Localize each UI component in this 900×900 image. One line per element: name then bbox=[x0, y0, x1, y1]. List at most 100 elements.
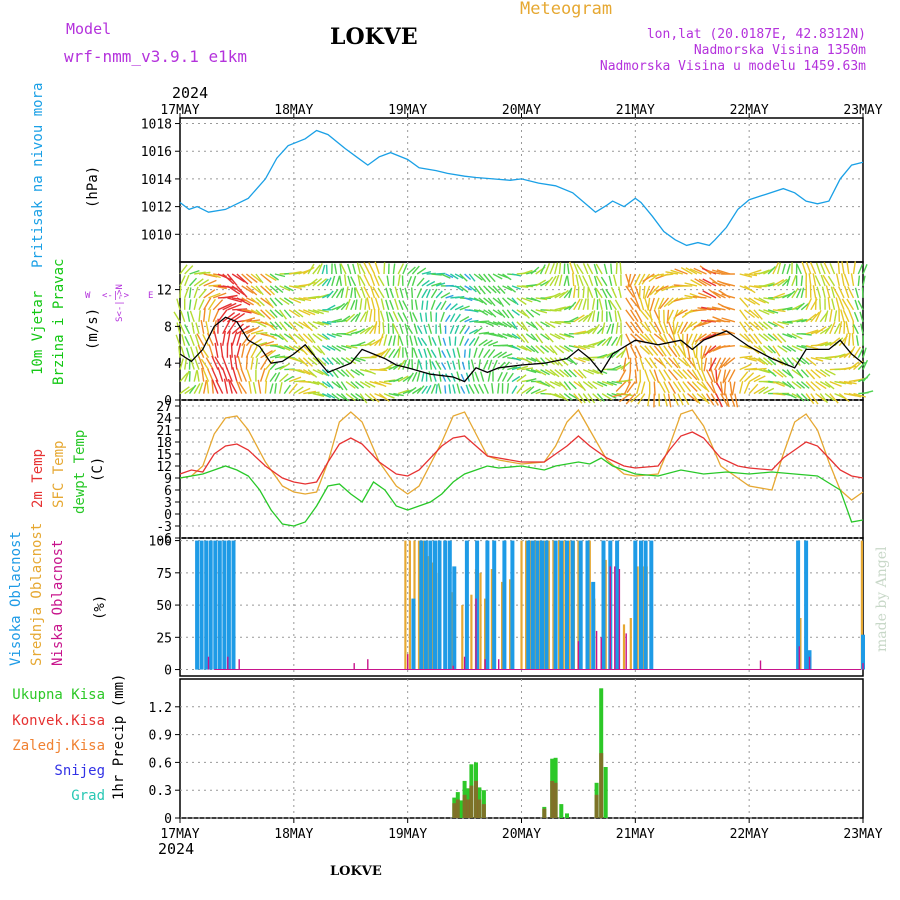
wind-arrow bbox=[438, 371, 442, 382]
wind-arrow bbox=[711, 269, 726, 275]
wind-arrow bbox=[573, 357, 586, 363]
wind-arrow bbox=[544, 357, 556, 365]
wind-arrow bbox=[452, 348, 456, 358]
wind-arrow bbox=[622, 357, 627, 372]
wind-arrow bbox=[667, 357, 679, 369]
wind-arrow bbox=[857, 275, 861, 286]
wind-arrow bbox=[417, 348, 423, 358]
high-cloud-bar bbox=[464, 540, 469, 670]
wind-arrow bbox=[800, 369, 810, 378]
wind-arrow bbox=[492, 321, 504, 326]
wind-arrow bbox=[563, 381, 572, 391]
wind-arrow bbox=[593, 263, 599, 275]
wind-arrow bbox=[283, 285, 294, 292]
wind-arrow bbox=[238, 381, 247, 394]
y-tick-label: 75 bbox=[156, 567, 172, 582]
wind-arrow bbox=[198, 279, 210, 287]
high-cloud-bar bbox=[615, 540, 620, 670]
wind-arrow bbox=[758, 269, 770, 275]
wind-arrow bbox=[639, 297, 645, 311]
wind-arrow bbox=[810, 393, 819, 405]
wind-arrow bbox=[563, 275, 568, 287]
wind-arrow bbox=[288, 345, 301, 354]
wind-arrow bbox=[436, 272, 446, 275]
wind-arrow bbox=[691, 393, 701, 405]
wind-arrow bbox=[359, 393, 368, 404]
wind-arrow bbox=[331, 357, 341, 365]
low-cloud-bar bbox=[238, 659, 240, 670]
wind-arrow bbox=[179, 322, 186, 335]
wind-arrow bbox=[449, 324, 455, 335]
conv-precip-bar bbox=[452, 803, 457, 818]
wind-arrow bbox=[772, 369, 784, 378]
wind-arrow bbox=[359, 326, 371, 335]
mid-cloud-bar bbox=[552, 540, 555, 670]
wind-arrow bbox=[558, 369, 569, 378]
wind-arrow bbox=[684, 282, 698, 287]
wind-arrow bbox=[421, 279, 430, 287]
wind-arrow bbox=[331, 333, 342, 338]
wind-arrow bbox=[425, 384, 432, 394]
wind-arrow bbox=[786, 290, 796, 299]
wind-arrow bbox=[293, 368, 306, 374]
wind-arrow bbox=[723, 357, 736, 367]
mid-cloud-bar bbox=[622, 624, 626, 670]
high-cloud-bar bbox=[861, 634, 865, 670]
wind-arrow bbox=[814, 310, 822, 323]
wind-arrow bbox=[378, 393, 390, 402]
wind-arrow bbox=[535, 309, 548, 314]
wind-arrow bbox=[385, 311, 390, 322]
wind-arrow bbox=[184, 265, 194, 275]
wind-arrow bbox=[222, 330, 226, 346]
wind-arrow bbox=[464, 273, 472, 281]
wind-arrow bbox=[335, 357, 345, 366]
wind-arrow bbox=[212, 292, 227, 299]
conv-precip-bar bbox=[474, 780, 478, 818]
wind-arrow bbox=[618, 393, 632, 403]
wind-arrow bbox=[440, 273, 451, 279]
wind-arrow bbox=[848, 309, 855, 323]
mid-cloud-bar bbox=[562, 540, 565, 670]
wind-arrow bbox=[596, 338, 606, 347]
wind-arrow bbox=[782, 345, 792, 352]
wind-arrow bbox=[350, 313, 359, 323]
wind-arrow bbox=[819, 369, 831, 377]
low-cloud-bar bbox=[227, 656, 229, 670]
wind-arrow bbox=[708, 345, 722, 354]
wind-arrow bbox=[302, 357, 313, 367]
wind-arrow bbox=[461, 361, 466, 370]
wind-arrow bbox=[846, 261, 850, 275]
wind-arrow bbox=[777, 345, 788, 353]
wind-arrow bbox=[753, 321, 764, 331]
wind-arrow bbox=[587, 381, 598, 390]
wind-arrow bbox=[786, 345, 797, 353]
wind-arrow bbox=[724, 393, 730, 408]
wind-arrow bbox=[672, 393, 679, 406]
wind-arrow bbox=[302, 266, 315, 275]
wind-arrow bbox=[388, 392, 400, 397]
wind-arrow bbox=[312, 392, 325, 397]
wind-arrow bbox=[653, 297, 660, 311]
wind-arrow bbox=[321, 333, 331, 341]
wind-arrow bbox=[211, 379, 214, 394]
wind-arrow bbox=[626, 381, 636, 394]
wind-arrow bbox=[383, 347, 392, 359]
wind-arrow bbox=[502, 297, 511, 306]
wind-arrow bbox=[465, 384, 470, 394]
wind-arrow bbox=[731, 381, 736, 396]
wind-arrow bbox=[629, 285, 637, 300]
wind-arrow bbox=[345, 298, 351, 311]
wind-arrow bbox=[236, 273, 249, 285]
coords-label: lon,lat (20.0187E, 42.8312N) bbox=[647, 27, 866, 42]
wind-arrow bbox=[382, 322, 385, 334]
wind-arrow bbox=[255, 273, 264, 284]
wind-arrow bbox=[816, 286, 821, 299]
wind-arrow bbox=[837, 286, 845, 299]
wind-arrow bbox=[795, 288, 802, 299]
wind-arrow bbox=[241, 334, 251, 347]
wind-arrow bbox=[824, 323, 833, 335]
wind-arrow bbox=[483, 297, 493, 305]
wind-arrow bbox=[776, 262, 782, 275]
wind-arrow bbox=[753, 386, 766, 395]
wind-arrow bbox=[660, 273, 674, 277]
